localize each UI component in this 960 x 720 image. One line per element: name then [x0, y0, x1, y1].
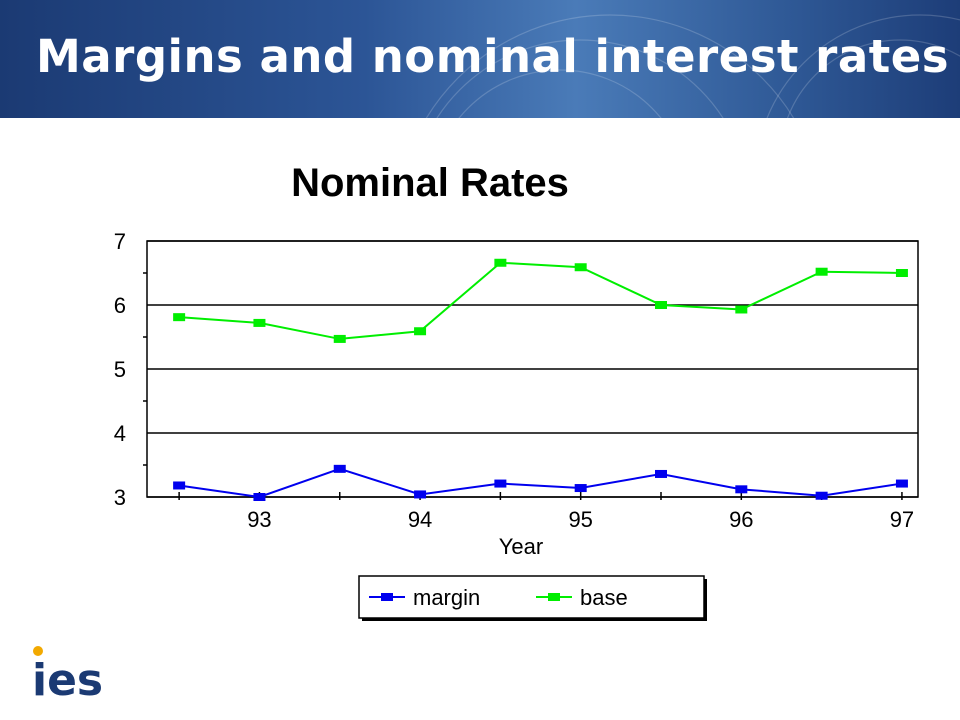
chart-title: Nominal Rates — [291, 161, 569, 205]
logo-dot — [33, 646, 43, 656]
title-banner: Margins and nominal interest rates — [0, 0, 960, 118]
data-point-margin-5 — [574, 484, 587, 493]
data-point-base-1 — [253, 318, 266, 327]
x-tick-label-93: 93 — [247, 507, 271, 532]
legend-marker-margin — [381, 593, 393, 601]
y-tick-label-7: 7 — [114, 229, 126, 254]
data-point-margin-3 — [414, 490, 427, 499]
x-axis-label: Year — [499, 534, 543, 559]
legend — [358, 575, 705, 619]
x-tick-label-94: 94 — [408, 507, 432, 532]
y-tick-label-5: 5 — [114, 357, 126, 382]
nominal-rates-chart: Nominal Rates 3 4 5 6 7 93 94 95 96 97 Year margin ba… — [114, 161, 919, 621]
data-point-base-3 — [414, 327, 427, 336]
data-point-margin-9 — [895, 479, 908, 488]
data-point-base-5 — [574, 263, 587, 272]
plot-area — [146, 240, 919, 498]
data-point-margin-4 — [494, 479, 507, 488]
data-point-margin-2 — [333, 464, 346, 473]
logo-text: ies — [32, 655, 103, 700]
data-point-margin-7 — [735, 485, 748, 494]
data-point-base-4 — [494, 258, 507, 267]
data-point-base-6 — [655, 301, 667, 309]
data-point-margin-1 — [253, 493, 266, 501]
legend-label-margin: margin — [413, 585, 480, 610]
data-point-base-8 — [815, 267, 828, 276]
banner-decoration — [425, 14, 960, 118]
data-point-margin-0 — [173, 481, 186, 490]
series-line-margin — [178, 467, 903, 499]
data-point-base-0 — [173, 313, 186, 322]
y-tick-label-6: 6 — [114, 293, 126, 318]
ies-logo: ies — [32, 646, 103, 700]
data-point-base-2 — [333, 334, 346, 343]
x-tick-label-97: 97 — [890, 507, 914, 532]
y-tick-label-4: 4 — [114, 421, 126, 446]
legend-marker-base — [548, 593, 560, 601]
data-point-base-9 — [895, 269, 908, 277]
legend-label-base: base — [580, 585, 628, 610]
x-tick-label-96: 96 — [729, 507, 753, 532]
data-point-base-7 — [735, 305, 748, 314]
x-tick-label-95: 95 — [568, 507, 592, 532]
slide-title: Margins and nominal interest rates — [36, 30, 950, 83]
data-point-margin-8 — [815, 491, 828, 500]
y-tick-label-3: 3 — [114, 485, 126, 510]
series-line-base — [179, 261, 902, 340]
data-point-margin-6 — [655, 469, 667, 478]
